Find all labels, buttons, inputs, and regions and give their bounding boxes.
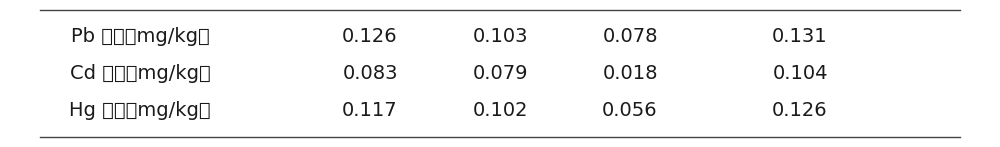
Text: 0.056: 0.056 [602,101,658,120]
Text: 0.117: 0.117 [342,101,398,120]
Text: 0.079: 0.079 [472,64,528,83]
Text: 0.078: 0.078 [602,27,658,46]
Text: 0.126: 0.126 [342,27,398,46]
Text: 0.104: 0.104 [772,64,828,83]
Text: 0.126: 0.126 [772,101,828,120]
Text: Cd 含量（mg/kg）: Cd 含量（mg/kg） [70,64,210,83]
Text: 0.131: 0.131 [772,27,828,46]
Text: Hg 含量（mg/kg）: Hg 含量（mg/kg） [69,101,211,120]
Text: 0.102: 0.102 [472,101,528,120]
Text: 0.083: 0.083 [342,64,398,83]
Text: Pb 含量（mg/kg）: Pb 含量（mg/kg） [71,27,209,46]
Text: 0.018: 0.018 [602,64,658,83]
Text: 0.103: 0.103 [472,27,528,46]
